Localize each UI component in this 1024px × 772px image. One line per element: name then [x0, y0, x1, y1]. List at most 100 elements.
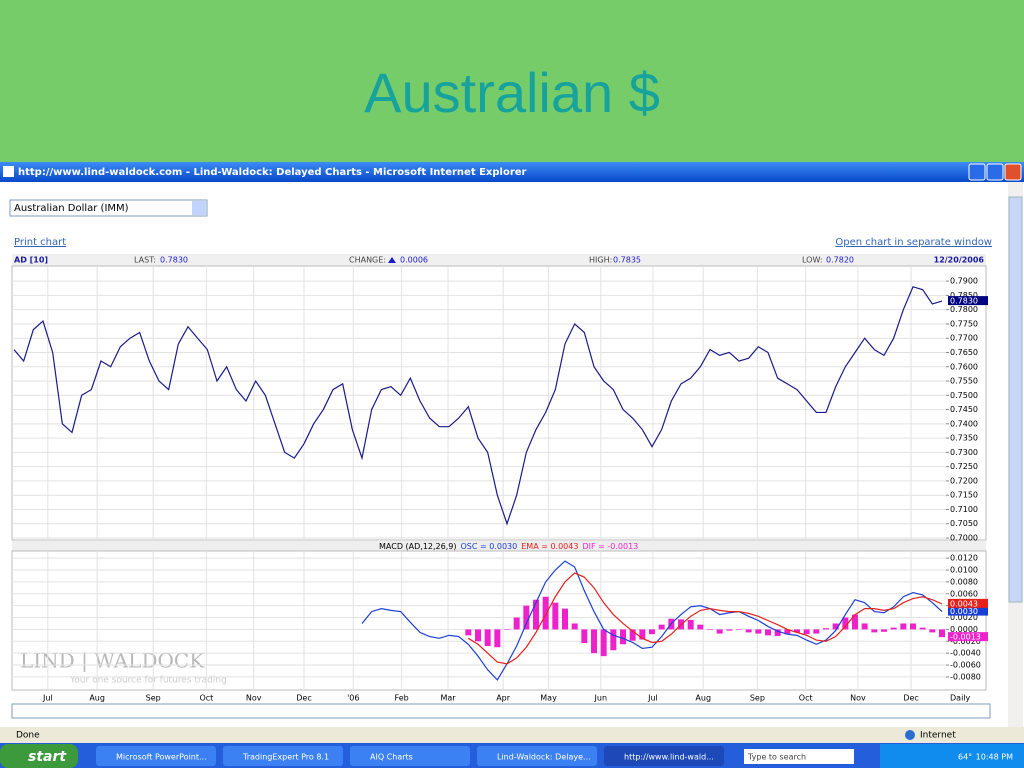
y-tick-label: 0.7900 [950, 277, 978, 286]
series-line [468, 572, 943, 665]
hist-bar [832, 623, 839, 630]
hist-bar [842, 617, 849, 630]
hist-bar [523, 605, 530, 630]
open-link[interactable]: Open chart in separate window [835, 237, 992, 248]
y-tick-label: 0.0120 [950, 554, 978, 563]
hist-bar [813, 629, 820, 634]
hist-bar [600, 629, 607, 657]
legend-entry: DIF = -0.0013 [582, 542, 638, 551]
value-tag [948, 598, 988, 608]
y-tick-label: -0.0080 [950, 672, 981, 681]
dropdown[interactable] [9, 199, 208, 217]
y-tick-label: 0.0000 [950, 625, 978, 634]
text-input[interactable] [11, 703, 991, 719]
chart-date: 12/20/2006 [934, 256, 985, 265]
scroll-thumb[interactable] [1008, 196, 1023, 603]
y-tick-label: 0.7550 [950, 377, 978, 386]
y-tick-label: 0.7850 [950, 291, 978, 300]
minimize-button[interactable] [968, 163, 986, 181]
legend-entry: OSC = 0.0030 [460, 542, 517, 551]
info-value: 0.0006 [400, 256, 428, 265]
y-tick-label: 0.7400 [950, 419, 978, 428]
x-tick-label: Oct [799, 694, 813, 703]
hist-bar [823, 628, 829, 630]
task-button[interactable] [604, 746, 724, 766]
search-box[interactable] [744, 749, 854, 764]
x-tick-label: Dec [903, 694, 918, 703]
info-value: 0.7820 [826, 256, 854, 265]
task-button[interactable] [223, 746, 343, 766]
hist-bar [475, 629, 481, 642]
task-label: Lind-Waldock: Delaye... [497, 753, 591, 762]
y-tick-label: 0.0100 [950, 566, 978, 575]
task-button[interactable] [96, 746, 216, 766]
hist-bar [697, 624, 704, 630]
y-tick-label: 0.7100 [950, 505, 978, 514]
info-row [12, 254, 986, 266]
hist-bar [552, 602, 559, 630]
hist-bar [591, 629, 597, 654]
hist-bar [504, 629, 510, 630]
hist-bar [900, 623, 907, 630]
hist-bar [465, 629, 472, 636]
y-tick-label: -0.0040 [950, 649, 981, 658]
info-label: CHANGE: [349, 256, 386, 265]
x-tick-label: Apr [496, 694, 511, 703]
start-button[interactable] [0, 744, 78, 768]
hist-bar [562, 608, 568, 630]
info-label: HIGH: [589, 256, 612, 265]
task-label: AIQ Charts [370, 753, 413, 762]
y-tick-label: 0.7250 [950, 462, 978, 471]
x-tick-label: Dec [296, 694, 311, 703]
info-value: 0.7830 [160, 256, 188, 265]
x-tick-label: Aug [89, 694, 105, 703]
window-title: http://www.lind-waldock.com - Lind-Waldo… [18, 167, 527, 178]
tray [880, 744, 1024, 768]
y-tick-label: 0.7750 [950, 319, 978, 328]
start-text: start [28, 749, 67, 765]
hist-bar [542, 596, 549, 630]
hist-bar [765, 629, 771, 636]
y-tick-label: -0.0060 [950, 661, 981, 670]
hist-bar [726, 629, 733, 631]
hist-bar [881, 629, 887, 632]
x-tick-label: Oct [199, 694, 213, 703]
x-tick-label: Aug [695, 694, 711, 703]
value-tag-text: -0.0013 [950, 633, 981, 642]
task-button[interactable] [477, 746, 597, 766]
value-tag [948, 632, 988, 642]
slide-header [0, 0, 1024, 162]
y-tick-label: 0.7000 [950, 534, 978, 543]
task-items: Microsoft PowerPoint... TradingExpert Pro… [96, 746, 724, 766]
hist-bar [610, 629, 617, 651]
hist-bar [784, 629, 791, 635]
y-tick-label: 0.0080 [950, 577, 978, 586]
search-text: Type to search [747, 753, 806, 762]
hist-bar [658, 624, 665, 630]
hist-bar [939, 629, 945, 638]
macd-title: MACD (AD,12,26,9) [379, 542, 456, 551]
value-tag-text: 0.0043 [950, 599, 978, 608]
restore-button[interactable] [986, 163, 1004, 181]
x-tick-label: May [540, 694, 557, 703]
print-link[interactable]: Print chart [14, 237, 66, 248]
y-tick-label: 0.7050 [950, 519, 978, 528]
x-tick-label: Jun [594, 694, 608, 703]
y-tick-label: 0.7350 [950, 434, 978, 443]
y-tick-label: 0.7200 [950, 476, 978, 485]
macd-frame [11, 550, 987, 691]
task-button[interactable] [350, 746, 470, 766]
x-tick-label: Feb [395, 694, 409, 703]
status-text: Done [16, 731, 40, 741]
zone-text: Internet [920, 731, 956, 741]
hist-bar [861, 623, 868, 630]
slide-title: Australian $ [364, 61, 660, 124]
hist-bar [890, 627, 897, 630]
close-button[interactable] [1004, 163, 1022, 181]
task-label: TradingExpert Pro 8.1 [242, 753, 329, 762]
dropdown-arrow[interactable] [192, 201, 206, 215]
y-tick-label: 0.7150 [950, 491, 978, 500]
hist-bar [852, 614, 858, 630]
